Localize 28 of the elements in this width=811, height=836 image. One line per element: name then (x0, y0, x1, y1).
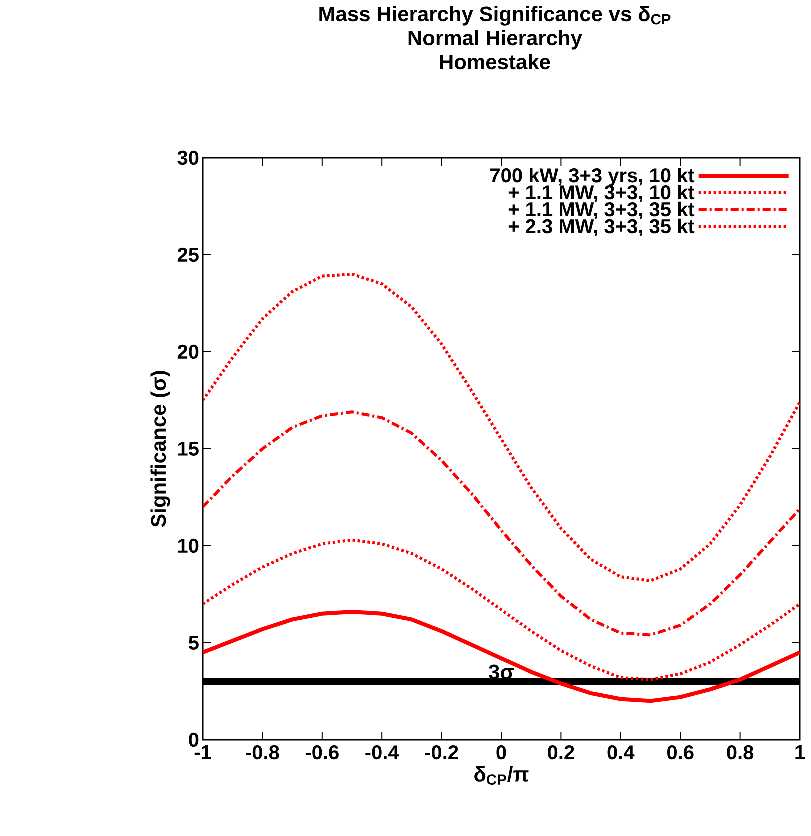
x-tick-label: -0.2 (425, 746, 458, 760)
x-tick-label: -0.6 (306, 746, 339, 760)
x-tick-label: 0.6 (667, 746, 694, 760)
y-tick-label: 25 (178, 248, 199, 262)
x-tick-label: 1 (796, 746, 806, 760)
chart-title: Mass Hierarchy Significance vs δ$_{CP}$ Normal Hierarchy Homestake (320, 6, 671, 70)
line-series (203, 538, 800, 682)
x-tick-label: -1 (194, 746, 212, 760)
y-tick-label: 5 (188, 636, 199, 650)
y-tick-label: 10 (178, 538, 199, 554)
legend-label: + 1.1 MW, 3+3, 35 kt (508, 202, 695, 220)
x-tick-label: -0.4 (366, 746, 400, 760)
line-series (203, 610, 800, 704)
legend-label: + 1.1 MW, 3+3, 10 kt (508, 184, 695, 203)
y-axis-title: Significance (σ) (150, 371, 170, 528)
legend-label: + 2.3 MW, 3+3, 35 kt (508, 218, 695, 236)
x-tick-label: -0.8 (246, 746, 280, 760)
y-tick-label: 30 (178, 150, 199, 166)
x-tick-label: 0.2 (548, 746, 574, 760)
x-tick-label: 0.8 (727, 746, 754, 760)
x-tick-label: 0.4 (608, 746, 635, 760)
x-tick-label: 0 (496, 746, 506, 760)
y-tick-label: 15 (178, 442, 199, 456)
y-tick-label: 0 (189, 732, 199, 748)
line-series (203, 272, 800, 582)
y-tick-label: 20 (178, 344, 199, 360)
x-axis-title: δ$_{CP}$/π (474, 766, 529, 786)
line-series (203, 410, 800, 637)
